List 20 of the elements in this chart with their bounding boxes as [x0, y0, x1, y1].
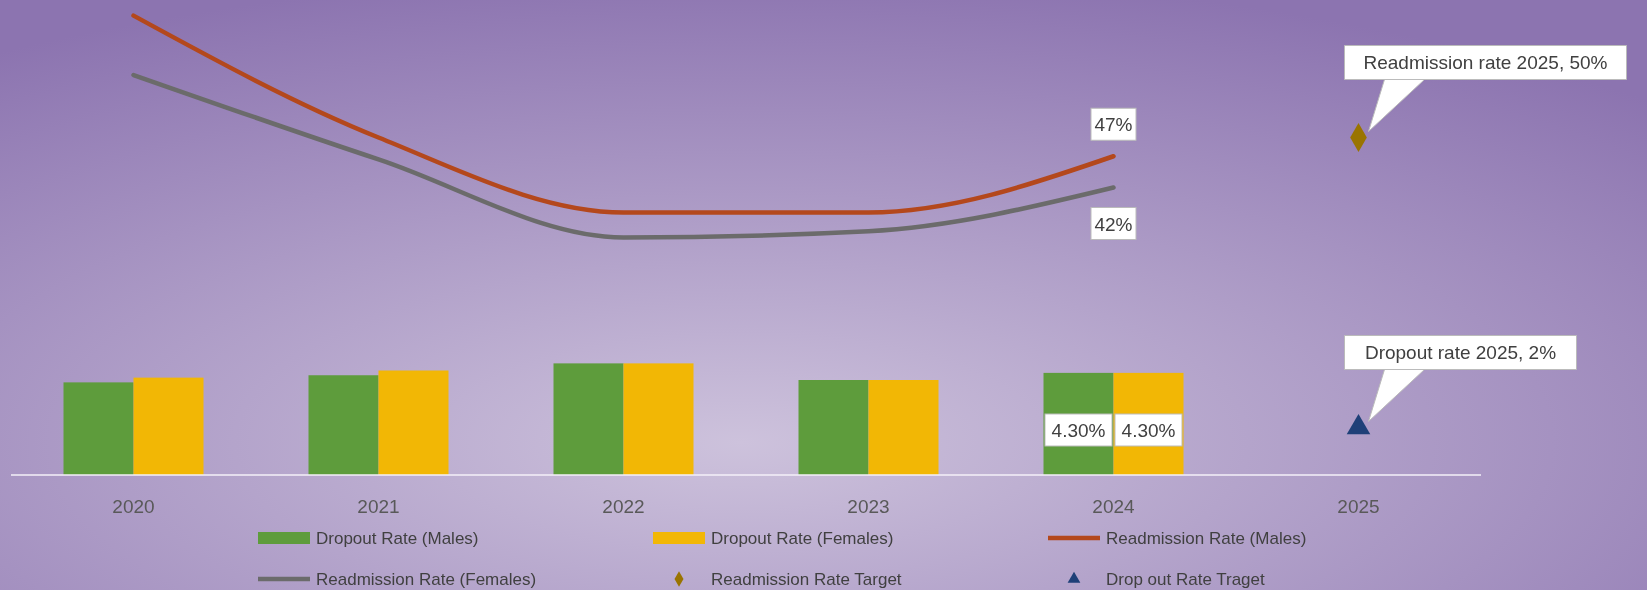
x-tick-label: 2023	[847, 496, 890, 517]
annotation: Dropout rate 2025, 2%	[1364, 341, 1557, 363]
legend-label: Dropout Rate (Females)	[711, 529, 894, 548]
annotation: Readmission rate 2025, 50%	[1363, 51, 1608, 73]
legend-label: Readmission Rate (Males)	[1106, 529, 1307, 548]
legend-label: Dropout Rate (Males)	[316, 529, 479, 548]
data-label: 42%	[1094, 213, 1133, 235]
callout: Readmission rate 2025, 50%	[1344, 45, 1627, 132]
legend-label: Drop out Rate Traget	[1106, 570, 1266, 589]
x-tick-label: 2021	[357, 496, 400, 517]
x-tick-label: 2025	[1337, 496, 1380, 517]
data-label: 47%	[1094, 114, 1133, 136]
data-label: 4.30%	[1121, 420, 1176, 441]
callout: Dropout rate 2025, 2%	[1344, 335, 1577, 422]
legend-label: Readmission Rate (Females)	[316, 570, 537, 589]
data-label: 4.30%	[1051, 420, 1106, 441]
legend-label: Readmission Rate Target	[711, 570, 902, 589]
x-tick-label: 2024	[1092, 496, 1136, 517]
x-tick-label: 2022	[602, 496, 645, 517]
x-tick-label: 2020	[112, 496, 155, 517]
